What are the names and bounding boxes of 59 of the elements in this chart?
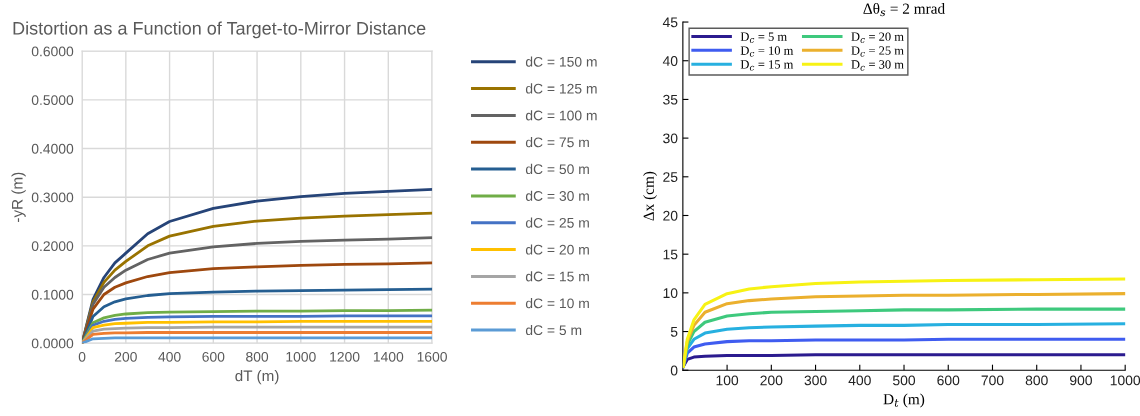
legend-label: dC = 15 m bbox=[525, 271, 589, 282]
x-tick-label: 1000 bbox=[1110, 375, 1140, 386]
legend-label: D$_{c}$ = 15 m bbox=[740, 60, 794, 71]
y-tick-label: 0.1000 bbox=[31, 289, 74, 300]
y-tick-label: 0.2000 bbox=[31, 241, 74, 252]
x-tick-label: 1400 bbox=[373, 351, 404, 362]
chart-title: Distortion as a Function of Target-to-Mirror Distance bbox=[13, 21, 426, 39]
legend-label: D$_{c}$ = 10 m bbox=[740, 46, 794, 57]
y-tick-label: 0.4000 bbox=[31, 143, 74, 154]
legend-label: D$_{c}$ = 5 m bbox=[740, 32, 787, 43]
legend-label: dC = 100 m bbox=[525, 110, 597, 121]
y-axis-title: -yR (m) bbox=[11, 172, 26, 222]
x-tick-label: 700 bbox=[981, 375, 1004, 386]
legend-label: dC = 5 m bbox=[525, 324, 582, 336]
legend-label: dC = 150 m bbox=[525, 56, 597, 67]
x-tick-label: 900 bbox=[1070, 375, 1092, 386]
legend-label: dC = 30 m bbox=[525, 190, 589, 201]
y-tick-label: 0.0000 bbox=[31, 338, 74, 349]
chart-title: Δθ$_{s}$ = 2 mrad bbox=[863, 3, 945, 17]
y-tick-label: 45 bbox=[662, 17, 678, 28]
x-tick-label: 500 bbox=[892, 375, 916, 386]
y-tick-label: 5 bbox=[670, 327, 678, 337]
x-axis-title: dT (m) bbox=[235, 370, 279, 385]
x-tick-label: 100 bbox=[716, 375, 739, 386]
x-tick-label: 200 bbox=[760, 375, 783, 386]
y-axis-title: Δx (cm) bbox=[643, 171, 657, 221]
legend-label: dC = 50 m bbox=[525, 163, 589, 175]
x-tick-label: 1000 bbox=[286, 351, 316, 362]
y-tick-label: 40 bbox=[662, 56, 678, 66]
legend-label: dC = 25 m bbox=[525, 217, 589, 228]
y-tick-label: 0 bbox=[670, 365, 678, 376]
y-tick-label: 15 bbox=[663, 249, 678, 260]
y-tick-label: 35 bbox=[663, 94, 678, 105]
x-tick-label: 1200 bbox=[330, 351, 360, 362]
legend-label: dC = 75 m bbox=[525, 137, 589, 148]
y-tick-label: 10 bbox=[663, 288, 678, 299]
y-tick-label: 0.6000 bbox=[31, 46, 74, 57]
y-tick-label: 0.3000 bbox=[31, 192, 74, 203]
x-axis-title: D$_{t}$ (m) bbox=[883, 393, 925, 408]
x-tick-label: 400 bbox=[848, 375, 871, 386]
x-tick-label: 800 bbox=[246, 351, 269, 362]
y-tick-label: 25 bbox=[663, 172, 678, 182]
legend-label: dC = 125 m bbox=[525, 83, 597, 94]
x-tick-label: 300 bbox=[804, 375, 827, 386]
x-tick-label: 0 bbox=[78, 351, 86, 362]
legend-label: dC = 10 m bbox=[525, 298, 589, 309]
x-tick-label: 400 bbox=[158, 351, 181, 362]
y-tick-label: 0.5000 bbox=[31, 95, 74, 106]
y-tick-label: 30 bbox=[663, 133, 678, 144]
x-tick-label: 1600 bbox=[417, 351, 447, 362]
legend-label: dC = 20 m bbox=[525, 244, 589, 255]
y-tick-label: 20 bbox=[663, 210, 678, 221]
x-tick-label: 600 bbox=[937, 375, 960, 386]
x-tick-label: 600 bbox=[202, 351, 225, 362]
legend-label: D$_{c}$ = 20 m bbox=[851, 32, 904, 43]
x-tick-label: 200 bbox=[114, 351, 137, 362]
x-tick-label: 800 bbox=[1025, 375, 1048, 386]
legend-label: D$_{c}$ = 25 m bbox=[851, 46, 904, 57]
legend-label: D$_{c}$ = 30 m bbox=[851, 60, 904, 71]
